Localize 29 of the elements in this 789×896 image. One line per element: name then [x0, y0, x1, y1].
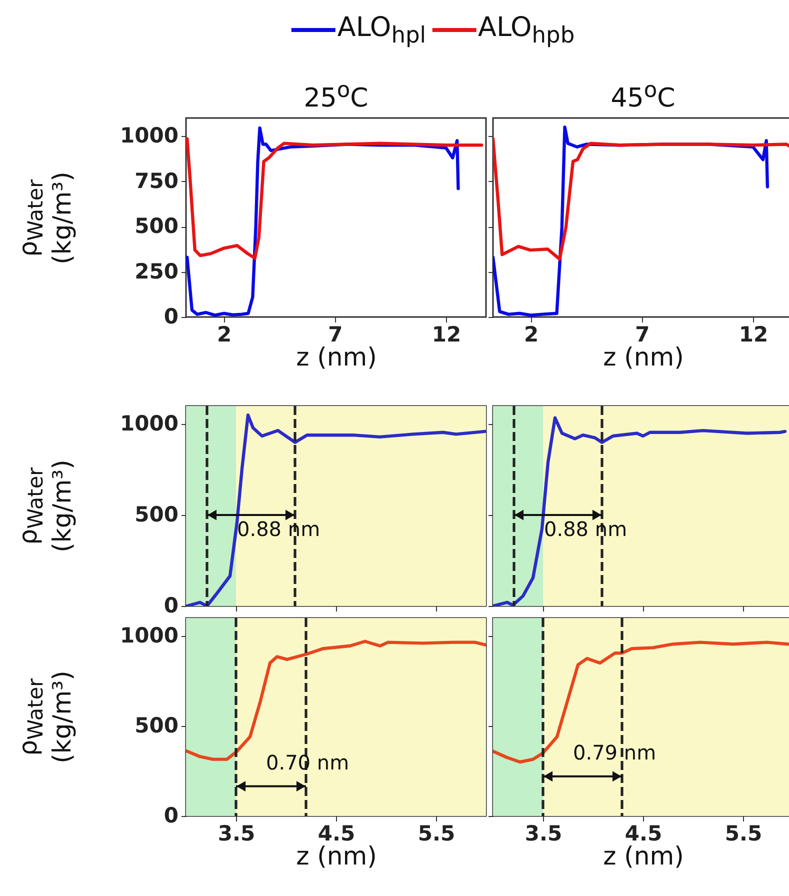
- y-tick-label: 500: [134, 502, 178, 527]
- chart-title: 25$^{o}$C: [304, 78, 368, 114]
- x-tick-label: 12: [432, 322, 462, 346]
- y-tick-label: 0: [164, 594, 178, 618]
- x-tick-label: 5.5: [418, 822, 456, 846]
- y-tick-label: 750: [134, 168, 178, 193]
- x-tick-label: 2: [524, 322, 539, 346]
- legend-label: ALO$_{hpl}$: [337, 12, 426, 48]
- annotation: 0.79 nm: [573, 740, 656, 764]
- annotation: 0.88 nm: [544, 517, 628, 541]
- annotation: 0.70 nm: [266, 750, 350, 774]
- x-tick-label: 12: [738, 322, 768, 346]
- line-series: [186, 137, 484, 260]
- y-tick-label: 500: [134, 214, 178, 238]
- line-series: [186, 413, 486, 606]
- legend-label: ALO$_{hpb}$: [478, 12, 575, 48]
- y-tick-label: 1000: [120, 624, 178, 648]
- y-tick-label: 1000: [120, 124, 178, 148]
- chart-title: 45$^{o}$C: [610, 78, 676, 114]
- x-tick-label: 3.5: [524, 822, 562, 846]
- x-tick-label: 3.5: [218, 822, 256, 846]
- y-tick-label: 0: [164, 804, 178, 828]
- y-tick-label: 500: [134, 714, 178, 738]
- x-tick-label: 2: [216, 322, 232, 346]
- y-tick-label: 250: [134, 259, 178, 284]
- x-tick-label: 5.5: [724, 822, 762, 846]
- annotation: 0.88 nm: [237, 517, 320, 541]
- y-tick-label: 0: [164, 304, 178, 328]
- y-tick-label: 1000: [120, 412, 178, 436]
